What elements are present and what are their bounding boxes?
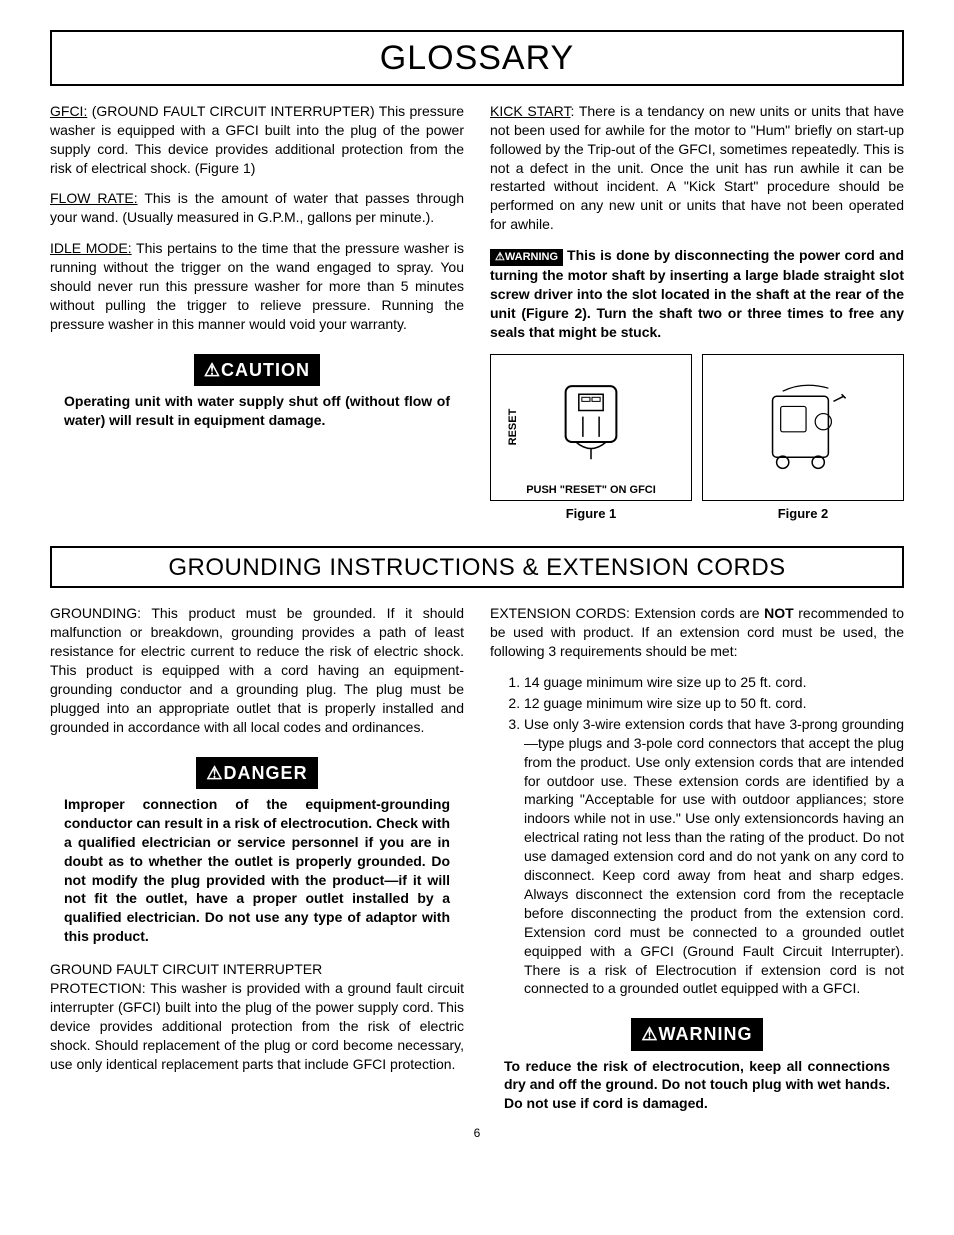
grounding-left-col: GROUNDING: This product must be grounded… [50, 604, 464, 1113]
protection-text: PROTECTION: This washer is provided with… [50, 979, 464, 1073]
ext-intro: EXTENSION CORDS: Extension cords are NOT… [490, 604, 904, 661]
caution-wrap: ⚠CAUTION [50, 346, 464, 392]
danger-badge: ⚠DANGER [196, 757, 317, 789]
flow-para: FLOW RATE: This is the amount of water t… [50, 189, 464, 227]
figure-2-box [702, 354, 904, 501]
glossary-right-col: KICK START: There is a tendancy on new u… [490, 102, 904, 522]
ext-intro-a: EXTENSION CORDS: Extension cords are [490, 605, 764, 621]
pressure-washer-icon [733, 376, 873, 478]
grounding-text: GROUNDING: This product must be grounded… [50, 604, 464, 736]
grounding-title: GROUNDING INSTRUCTIONS & EXTENSION CORDS [50, 546, 904, 588]
ext-not: NOT [764, 605, 794, 621]
warning-inline-badge: ⚠WARNING [490, 249, 563, 266]
caution-badge: ⚠CAUTION [194, 354, 320, 386]
gfci-term: GFCI: [50, 103, 87, 119]
figure-2-label: Figure 2 [702, 505, 904, 523]
gfci-heading: GROUND FAULT CIRCUIT INTERRUPTER [50, 960, 464, 979]
kick-term: KICK START [490, 103, 570, 119]
glossary-title: GLOSSARY [50, 30, 904, 86]
req-1: 14 guage minimum wire size up to 25 ft. … [524, 673, 904, 692]
kick-warning-para: ⚠WARNINGThis is done by disconnecting th… [490, 246, 904, 341]
reset-label: RESET [506, 409, 521, 446]
glossary-left-col: GFCI: (GROUND FAULT CIRCUIT INTERRUPTER)… [50, 102, 464, 522]
danger-text: Improper connection of the equipment-gro… [50, 795, 464, 946]
figure-1-box: RESET PUSH "RESET" ON GFCI [490, 354, 692, 501]
kick-text: : There is a tendancy on new units or un… [490, 103, 904, 232]
grounding-right-col: EXTENSION CORDS: Extension cords are NOT… [490, 604, 904, 1113]
figure-2: Figure 2 [702, 354, 904, 523]
page-number: 6 [50, 1125, 904, 1141]
requirements-list: 14 guage minimum wire size up to 25 ft. … [490, 673, 904, 998]
warning-wrap: ⚠WARNING [490, 1010, 904, 1056]
glossary-columns: GFCI: (GROUND FAULT CIRCUIT INTERRUPTER)… [50, 102, 904, 522]
figure-1-label: Figure 1 [490, 505, 692, 523]
idle-term: IDLE MODE: [50, 240, 132, 256]
warning-text: To reduce the risk of electrocution, kee… [490, 1057, 904, 1114]
gfci-para: GFCI: (GROUND FAULT CIRCUIT INTERRUPTER)… [50, 102, 464, 178]
danger-wrap: ⚠DANGER [50, 749, 464, 795]
warning-badge: ⚠WARNING [631, 1018, 762, 1050]
gfci-text: (GROUND FAULT CIRCUIT INTERRUPTER) This … [50, 103, 464, 176]
req-2: 12 guage minimum wire size up to 50 ft. … [524, 694, 904, 713]
push-reset-label: PUSH "RESET" ON GFCI [491, 483, 691, 498]
figures-row: RESET PUSH "RESET" ON GFCI Figure 1 [490, 354, 904, 523]
grounding-columns: GROUNDING: This product must be grounded… [50, 604, 904, 1113]
gfci-plug-icon [521, 376, 661, 478]
flow-term: FLOW RATE: [50, 190, 138, 206]
req-3: Use only 3-wire extension cords that hav… [524, 715, 904, 998]
caution-text: Operating unit with water supply shut of… [50, 392, 464, 430]
figure-1: RESET PUSH "RESET" ON GFCI Figure 1 [490, 354, 692, 523]
idle-para: IDLE MODE: This pertains to the time tha… [50, 239, 464, 333]
kick-para: KICK START: There is a tendancy on new u… [490, 102, 904, 234]
